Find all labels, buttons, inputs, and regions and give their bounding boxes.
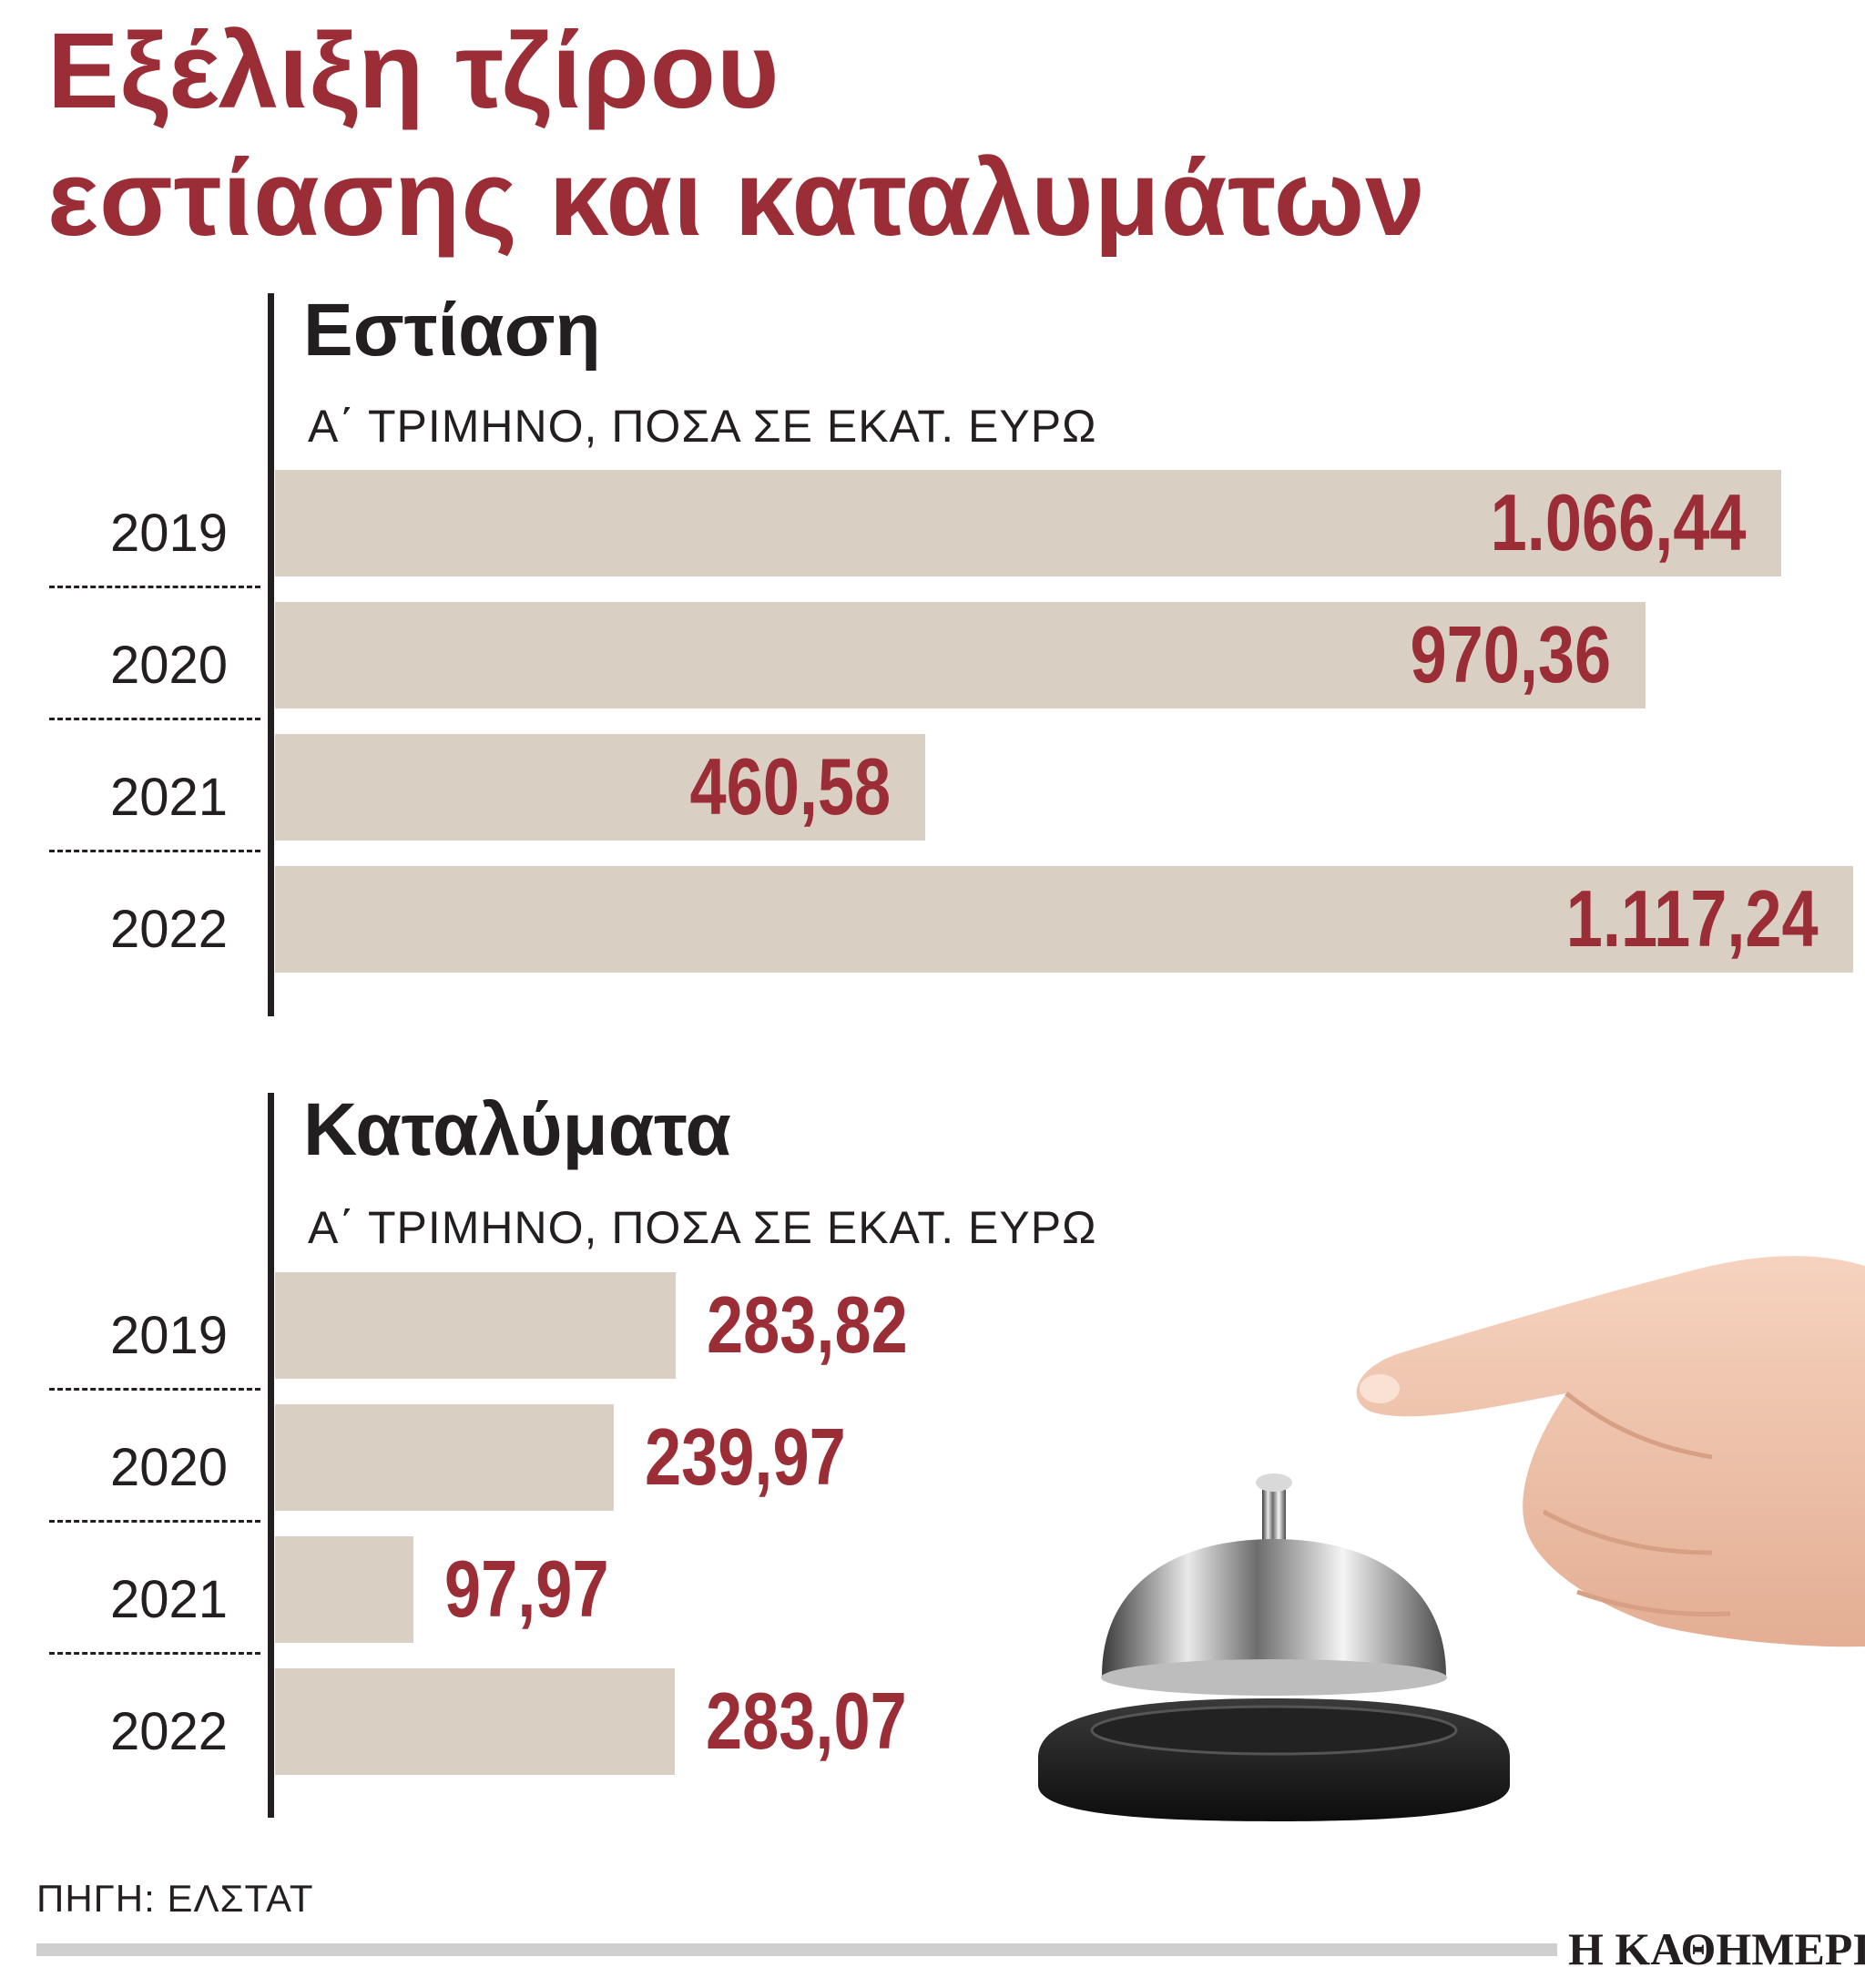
category-label: 2021	[109, 768, 228, 827]
value-label: 460,58	[689, 741, 891, 831]
bar-2022	[275, 1668, 675, 1775]
main-title: Εξέλιξη τζίρου εστίασης και καταλυμάτων	[47, 7, 1426, 262]
value-label: 1.066,44	[1491, 477, 1747, 567]
row-divider	[49, 1652, 260, 1655]
value-label: 970,36	[1410, 609, 1611, 699]
chart-title: Καταλύματα	[303, 1088, 731, 1171]
row-divider	[49, 1388, 260, 1391]
chart-subtitle: Α΄ ΤΡΙΜΗΝΟ, ΠΟΣΑ ΣΕ ΕΚΑΤ. ΕΥΡΩ	[308, 401, 1097, 452]
category-label: 2021	[109, 1570, 228, 1629]
bar-2019	[275, 1272, 676, 1379]
service-bell-illustration	[1038, 1256, 1865, 1821]
bar-2022	[275, 866, 1853, 973]
category-label: 2020	[109, 1438, 228, 1497]
category-label: 2022	[109, 1702, 228, 1761]
bar-2019	[275, 470, 1781, 576]
category-label: 2022	[109, 900, 228, 959]
value-label: 1.117,24	[1566, 873, 1819, 963]
value-label: 283,82	[707, 1279, 908, 1370]
chart-subtitle: Α΄ ΤΡΙΜΗΝΟ, ΠΟΣΑ ΣΕ ΕΚΑΤ. ΕΥΡΩ	[308, 1202, 1097, 1253]
source-note: ΠΗΓΗ: ΕΛΣΤΑΤ	[36, 1877, 314, 1920]
footer-rule	[36, 1943, 1557, 1956]
bar-2021	[275, 1536, 413, 1643]
row-divider	[49, 586, 260, 588]
hand-icon	[1356, 1256, 1865, 1647]
chart-title: Εστίαση	[303, 289, 601, 372]
value-label: 239,97	[645, 1412, 846, 1502]
category-label: 2019	[109, 1306, 228, 1365]
category-label: 2020	[109, 636, 228, 695]
row-divider	[49, 718, 260, 720]
row-divider	[49, 1520, 260, 1523]
main-title-line-1: Εξέλιξη τζίρου	[47, 11, 780, 131]
row-divider	[49, 850, 260, 852]
category-label: 2019	[109, 504, 228, 563]
value-label: 97,97	[444, 1544, 609, 1634]
bar-2021	[275, 734, 925, 841]
publisher-logo: Η ΚΑΘΗΜΕΡΙΝΗ	[1568, 1923, 1865, 1974]
bar-2020	[275, 1404, 614, 1511]
chart-estiasi: Εστίαση Α΄ ΤΡΙΜΗΝΟ, ΠΟΣΑ ΣΕ ΕΚΑΤ. ΕΥΡΩ 2…	[49, 289, 1853, 1016]
axis-line	[268, 293, 274, 1016]
main-title-line-2: εστίασης και καταλυμάτων	[47, 138, 1426, 259]
chart-katalymata: Καταλύματα Α΄ ΤΡΙΜΗΝΟ, ΠΟΣΑ ΣΕ ΕΚΑΤ. ΕΥΡ…	[49, 1088, 1097, 1818]
value-label: 283,07	[706, 1676, 907, 1766]
bar-2020	[275, 602, 1646, 709]
axis-line	[268, 1093, 274, 1818]
bell-icon	[1038, 1473, 1510, 1821]
